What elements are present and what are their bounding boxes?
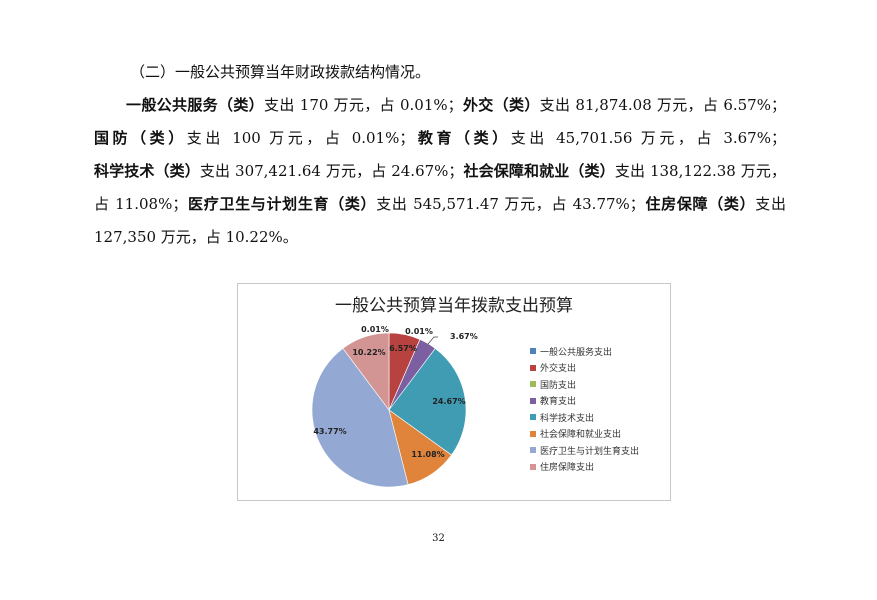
pie-slice [388, 348, 467, 456]
legend-swatch [530, 397, 536, 404]
category-name: 社会保障和就业（类） [463, 162, 615, 180]
category-name: 外交（类） [462, 96, 540, 114]
chart-legend: 一般公共服务支出 外交支出国防支出教育支出科学技术支出社会保障和就业支出医疗卫生与… [530, 343, 639, 475]
legend-swatch [530, 430, 536, 437]
data-label: 6.57% [389, 344, 417, 353]
legend-item: 社会保障和就业支出 [530, 426, 639, 443]
legend-label: 外交支出 [540, 364, 577, 375]
legend-swatch [530, 414, 536, 421]
legend-item: 教育支出 [530, 393, 639, 410]
budget-structure-paragraph: 一般公共服务（类）支出 170 万元，占 0.01%；外交（类）支出 81,87… [94, 89, 786, 254]
data-label: 3.67% [450, 332, 478, 341]
category-amount: 支出 100 万元，占 0.01%； [186, 129, 415, 147]
legend-swatch [530, 463, 536, 470]
category-name: 国防（类） [94, 129, 187, 147]
chart-title: 一般公共预算当年拨款支出预算 [335, 296, 573, 316]
legend-swatch [530, 348, 536, 355]
data-label: 43.77% [313, 427, 346, 436]
data-label: 10.22% [352, 348, 385, 357]
legend-swatch [530, 447, 536, 454]
category-amount: 支出 138,122.38 万元，占 11.08%； [94, 162, 786, 213]
category-name: 科学技术（类） [94, 162, 200, 180]
legend-label: 住房保障支出 [540, 463, 595, 474]
legend-item: 科学技术支出 [530, 409, 639, 426]
legend-item: 医疗卫生与计划生育支出 [530, 442, 639, 459]
pie-slice [342, 332, 390, 411]
page-number: 32 [432, 533, 445, 544]
data-label: 24.67% [432, 397, 465, 406]
data-label: 11.08% [411, 450, 444, 459]
legend-item: 住房保障支出 [530, 459, 639, 476]
legend-label: 教育支出 [540, 397, 577, 408]
category-amount: 支出 81,874.08 万元，占 6.57%； [539, 96, 786, 114]
category-name: 一般公共服务（类） [126, 96, 265, 114]
category-amount: 支出 170 万元，占 0.01%； [264, 96, 463, 114]
pie-slice [311, 347, 409, 488]
legend-label: 国防支出 [540, 380, 577, 391]
data-label: 0.01% [405, 327, 433, 336]
category-amount: 支出 307,421.64 万元，占 24.67%； [199, 162, 464, 180]
legend-item: 国防支出 [530, 376, 639, 393]
category-name: 教育（类） [414, 129, 511, 147]
legend-swatch [530, 381, 536, 388]
data-label: 0.01% [361, 325, 389, 334]
category-amount: 支出 545,571.47 万元，占 43.77%； [376, 195, 645, 213]
leader-line [427, 336, 438, 345]
legend-item: 外交支出 [530, 360, 639, 377]
category-name: 医疗卫生与计划生育（类） [187, 195, 377, 213]
pie-chart: 0.01% 6.57% 0.01% 3.67% 24.67% 11.08% 43.77% 10… [237, 283, 671, 501]
legend-swatch [530, 364, 536, 371]
legend-label: 科学技术支出 [540, 413, 595, 424]
legend-label: 一般公共服务支出 [540, 347, 613, 358]
legend-label: 社会保障和就业支出 [540, 430, 622, 441]
category-amount: 支出 127,350 万元，占 10.22%。 [94, 195, 786, 246]
category-name: 住房保障（类） [644, 195, 756, 213]
legend-label: 医疗卫生与计划生育支出 [540, 446, 640, 457]
section-heading: （二）一般公共预算当年财政拨款结构情况。 [130, 63, 431, 81]
category-amount: 支出 45,701.56 万元，占 3.67%； [510, 129, 786, 147]
pie-chart-svg: 0.01% 6.57% 0.01% 3.67% 24.67% 11.08% 43.77% 10… [311, 325, 478, 488]
legend-item: 一般公共服务支出 [530, 343, 639, 360]
